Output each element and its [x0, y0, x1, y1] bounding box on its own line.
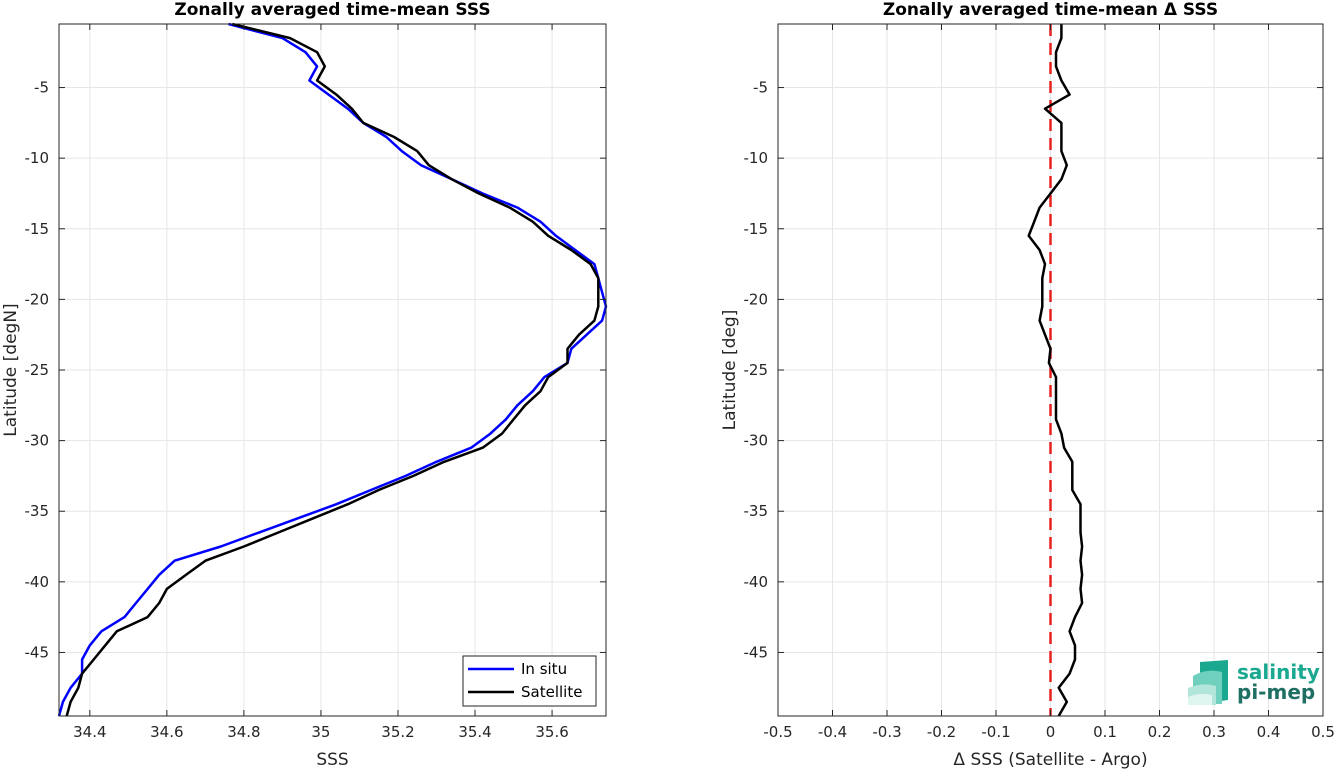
sss-title: Zonally averaged time-mean SSS: [174, 0, 490, 20]
sss-y-tick-label: -5: [34, 79, 49, 97]
delta-sss-y-tick-label: -35: [744, 502, 769, 520]
sss-x-tick-label: 34.4: [73, 723, 106, 741]
sss-y-axis-label: Latitude [degN]: [1, 303, 21, 436]
sss-y-tick-label: -35: [25, 502, 50, 520]
delta-sss-x-tick-label: -0.3: [872, 723, 901, 741]
sss-series: [57, 22, 608, 717]
sss-grid: [59, 24, 606, 716]
logo-text-salinity: salinity: [1237, 660, 1320, 684]
delta-sss-y-tick-label: -45: [744, 643, 769, 661]
sss-x-tick-label: 35.4: [458, 723, 491, 741]
delta-sss-series-line-delta: [1027, 24, 1084, 717]
delta-sss-x-tick-label: 0.2: [1148, 723, 1172, 741]
sss-x-tick-label: 34.6: [150, 723, 183, 741]
delta-sss-x-tick-label: -0.5: [763, 723, 792, 741]
sss-ticks: 34.4 34.6 34.8 35 35.2 35.4 35.6 -5 -10 -15 -20 -25…: [25, 24, 606, 741]
delta-sss-y-tick-label: -10: [744, 149, 769, 167]
sss-y-tick-label: -25: [25, 361, 50, 379]
delta-sss-y-tick-label: -15: [744, 220, 769, 238]
delta-sss-x-tick-label: -0.2: [927, 723, 956, 741]
sss-y-tick-label: -15: [25, 220, 50, 238]
delta-sss-y-tick-label: -40: [744, 573, 769, 591]
delta-sss-title: Zonally averaged time-mean Δ SSS: [883, 0, 1218, 20]
delta-sss-y-tick-label: -20: [744, 290, 769, 308]
delta-sss-x-tick-label: 0.3: [1202, 723, 1226, 741]
delta-sss-y-tick-label: -5: [753, 79, 768, 97]
delta-sss-series: [1027, 24, 1084, 717]
sss-y-tick-label: -10: [25, 149, 50, 167]
delta-sss-panel: -0.5 -0.4 -0.3 -0.2 -0.1 0 0.1 0.2 0.3 0.4 0.5 -5 -1…: [720, 0, 1335, 770]
sss-x-tick-label: 34.8: [227, 723, 260, 741]
legend-label-satellite: Satellite: [521, 683, 582, 701]
delta-sss-x-tick-label: 0: [1046, 723, 1056, 741]
sss-y-tick-label: -20: [25, 290, 50, 308]
sss-y-tick-label: -45: [25, 643, 50, 661]
sss-series-line-satellite: [65, 22, 600, 717]
salinity-pi-mep-logo: salinity pi-mep: [1188, 660, 1320, 705]
sss-x-tick-label: 35.2: [381, 723, 414, 741]
legend-label-in-situ: In situ: [521, 660, 567, 678]
delta-sss-x-tick-label: 0.5: [1311, 723, 1335, 741]
delta-sss-x-tick-label: -0.4: [818, 723, 847, 741]
sss-panel: 34.4 34.6 34.8 35 35.2 35.4 35.6 -5 -10 -15 -20 -25…: [1, 0, 608, 770]
delta-sss-x-tick-label: 0.1: [1093, 723, 1117, 741]
delta-sss-y-tick-label: -25: [744, 361, 769, 379]
delta-sss-y-axis-label: Latitude [deg]: [720, 310, 740, 431]
sss-y-tick-label: -30: [25, 432, 50, 450]
delta-sss-x-axis-label: Δ SSS (Satellite - Argo): [953, 750, 1147, 770]
sss-x-axis-label: SSS: [316, 750, 348, 770]
delta-sss-ticks: -0.5 -0.4 -0.3 -0.2 -0.1 0 0.1 0.2 0.3 0.4 0.5 -5 -1…: [744, 24, 1335, 741]
sss-x-tick-label: 35: [311, 723, 330, 741]
logo-text-pi-mep: pi-mep: [1237, 680, 1315, 704]
sss-x-tick-label: 35.6: [535, 723, 568, 741]
logo-wave-icon: [1188, 660, 1228, 705]
delta-sss-x-tick-label: -0.1: [981, 723, 1010, 741]
delta-sss-x-tick-label: 0.4: [1257, 723, 1281, 741]
legend: In situ Satellite: [462, 655, 597, 707]
sss-y-tick-label: -40: [25, 573, 50, 591]
legend-box: [462, 655, 597, 707]
delta-sss-y-tick-label: -30: [744, 432, 769, 450]
